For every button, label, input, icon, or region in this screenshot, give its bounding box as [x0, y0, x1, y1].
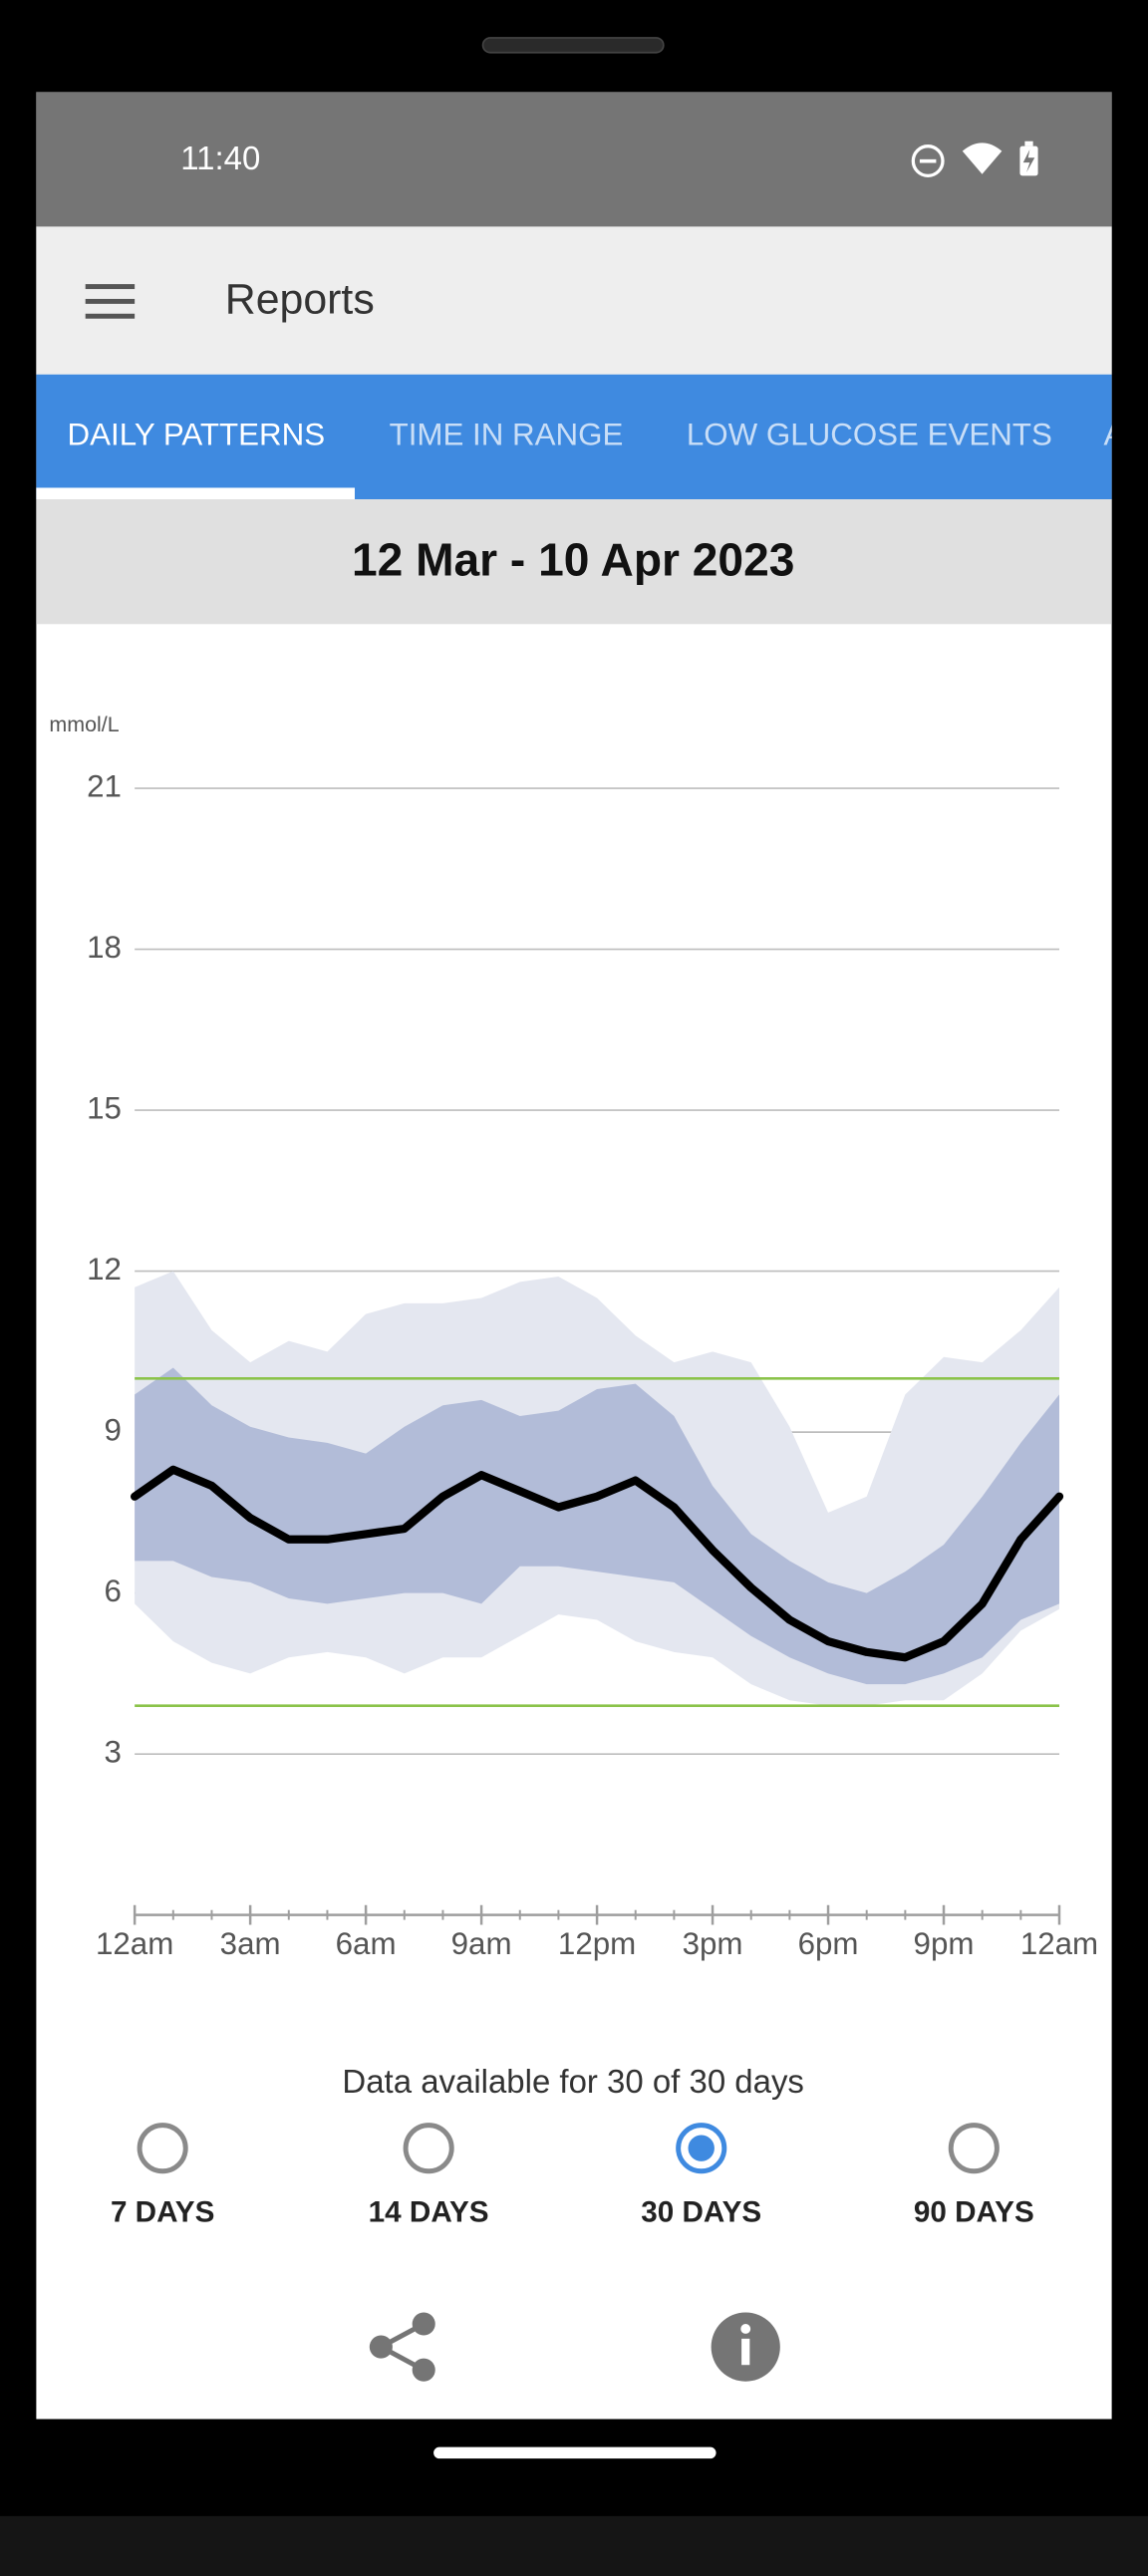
median-line	[131, 1465, 1064, 1662]
x-tick-label: 3pm	[683, 1926, 743, 1961]
date-bar	[36, 499, 1112, 625]
tab-bar	[36, 374, 1112, 500]
x-tick-label: 9am	[451, 1926, 512, 1961]
tab[interactable]: A	[1104, 418, 1125, 452]
status-icons	[911, 141, 1038, 177]
x-tick-label: 3am	[220, 1926, 281, 1961]
radio-label[interactable]: 14 DAYS	[369, 2195, 489, 2228]
y-tick-label: 9	[105, 1412, 122, 1447]
info-button[interactable]	[711, 2312, 780, 2382]
radio-button[interactable]	[403, 2123, 454, 2174]
share-button[interactable]	[369, 2312, 435, 2382]
radio-dot	[688, 2135, 715, 2161]
y-tick-label: 3	[105, 1734, 122, 1769]
chart: mmol/L 3 6 9 12 15 18 21 12am 3am 6am 9am 12pm 3pm 6pm…	[49, 713, 1098, 1961]
radio-label[interactable]: 90 DAYS	[914, 2195, 1034, 2228]
percentile-band	[135, 1367, 1060, 1685]
tab[interactable]: DAILY PATTERNS	[68, 418, 326, 452]
y-axis-unit: mmol/L	[49, 713, 119, 736]
x-tick-label: 12am	[96, 1926, 173, 1961]
home-indicator[interactable]	[433, 2446, 717, 2459]
tab[interactable]: LOW GLUCOSE EVENTS	[687, 418, 1052, 452]
app-title: Reports	[225, 276, 375, 324]
x-tick-label: 6am	[336, 1926, 397, 1961]
availability-text: Data available for 30 of 30 days	[342, 2063, 803, 2100]
y-tick-label: 21	[87, 768, 122, 803]
date-range: 12 Mar - 10 Apr 2023	[352, 533, 794, 585]
phone-bottom	[0, 2515, 1148, 2576]
radio-label[interactable]: 7 DAYS	[111, 2195, 214, 2228]
screen: 11:40 Reports DAILY PATTERNS TIME IN RANG…	[36, 92, 1125, 2420]
x-tick-label: 12pm	[558, 1926, 636, 1961]
speaker	[481, 37, 665, 54]
app-bar	[36, 226, 1112, 375]
y-tick-label: 6	[105, 1574, 122, 1608]
tab[interactable]: TIME IN RANGE	[390, 418, 624, 452]
radio-button[interactable]	[676, 2123, 727, 2174]
y-tick-label: 12	[87, 1252, 122, 1287]
radio-button[interactable]	[948, 2123, 1000, 2174]
y-tick-label: 15	[87, 1090, 122, 1125]
radio-label[interactable]: 30 DAYS	[641, 2195, 761, 2228]
x-tick-label: 9pm	[914, 1926, 975, 1961]
y-tick-label: 18	[87, 930, 122, 965]
status-time: 11:40	[180, 140, 260, 176]
tab-indicator	[36, 487, 355, 500]
x-tick-label: 12am	[1020, 1926, 1098, 1961]
radio-button[interactable]	[137, 2123, 188, 2174]
menu-button[interactable]	[85, 284, 136, 319]
x-tick-label: 6pm	[798, 1926, 859, 1961]
